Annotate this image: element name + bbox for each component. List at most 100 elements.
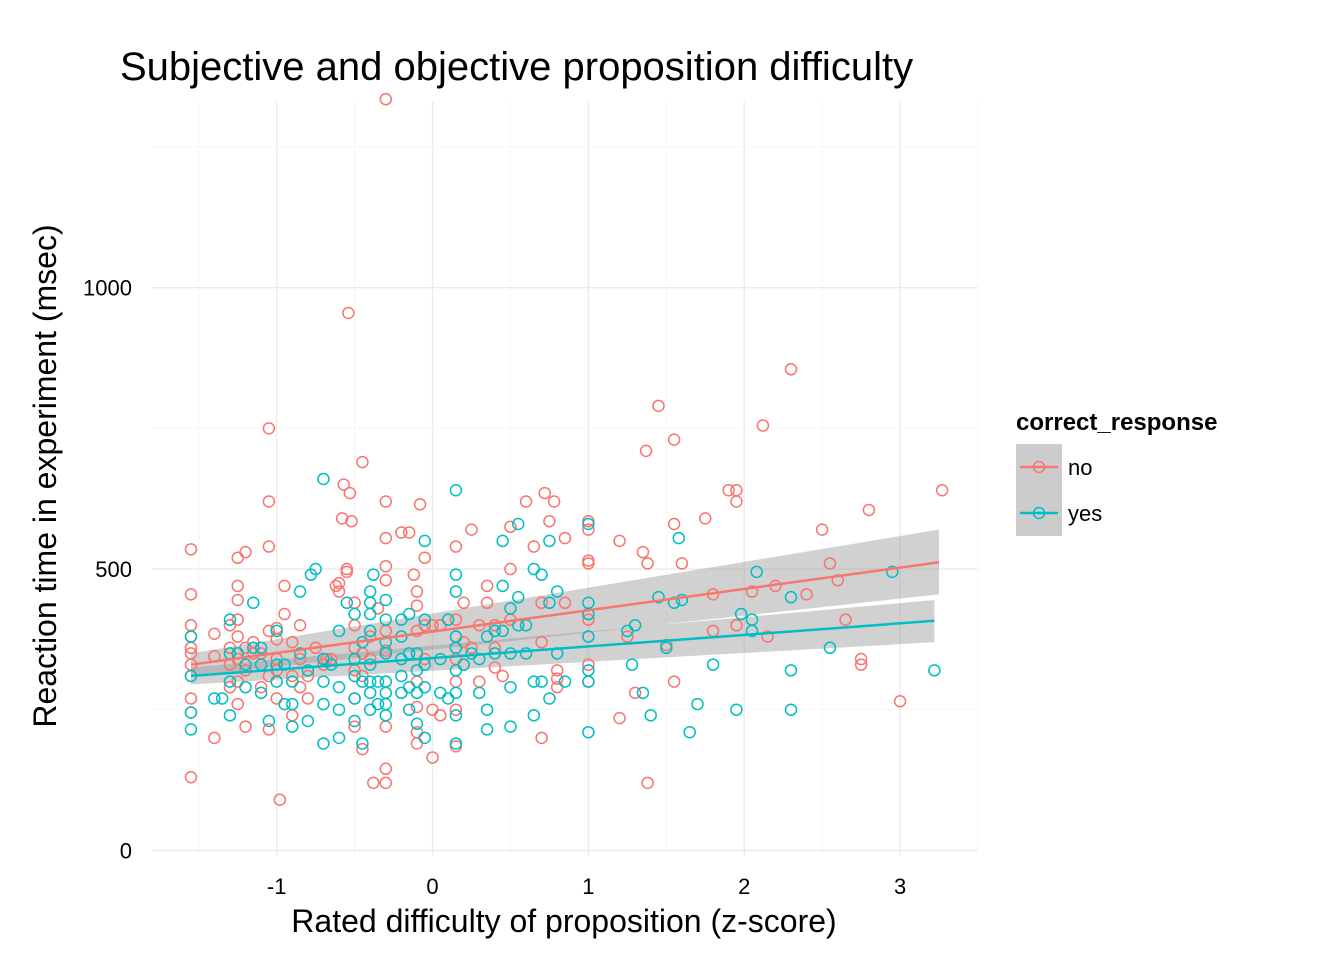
data-point-yes <box>301 664 315 677</box>
data-point-yes <box>286 697 299 711</box>
data-point-yes <box>208 692 221 705</box>
data-point-no <box>379 531 393 545</box>
data-point-yes <box>367 568 380 581</box>
data-point-yes <box>402 607 416 621</box>
data-point-yes <box>418 613 431 626</box>
data-point-no <box>465 641 478 655</box>
data-point-no <box>208 731 221 745</box>
data-point-no <box>270 633 283 646</box>
fit-line-yes <box>190 619 935 678</box>
data-point-no <box>278 579 291 593</box>
data-point-yes <box>223 613 237 626</box>
data-point-no <box>613 534 626 548</box>
data-point-no <box>410 599 424 612</box>
data-point-yes <box>402 680 416 694</box>
data-point-yes <box>317 675 330 688</box>
data-point-yes <box>402 703 416 716</box>
data-point-yes <box>473 686 486 700</box>
data-point-yes <box>582 675 595 688</box>
data-point-no <box>293 652 307 666</box>
data-point-no <box>535 635 548 649</box>
data-point-no <box>457 596 470 610</box>
data-point-no <box>293 680 307 694</box>
legend-marker-yes <box>1032 506 1046 520</box>
data-point-yes <box>223 709 237 722</box>
data-point-yes <box>652 590 665 604</box>
data-point-yes <box>449 568 463 581</box>
confidence-bands <box>190 529 940 685</box>
data-point-no <box>184 692 198 705</box>
data-point-yes <box>278 697 291 711</box>
data-point-no <box>465 523 478 536</box>
data-point-yes <box>395 686 408 700</box>
data-point-no <box>641 557 654 570</box>
data-point-no <box>293 619 307 632</box>
data-point-yes <box>371 675 385 688</box>
data-point-no <box>519 495 533 508</box>
data-point-no <box>379 92 393 106</box>
data-point-no <box>262 540 276 553</box>
data-point-yes <box>332 680 346 694</box>
data-point-yes <box>379 593 393 607</box>
gridlines <box>152 102 979 856</box>
data-point-yes <box>550 585 564 598</box>
data-point-no <box>543 514 556 528</box>
data-point-yes <box>730 703 743 716</box>
data-point-yes <box>449 585 463 598</box>
data-point-no <box>262 723 276 736</box>
data-point-no <box>418 619 431 632</box>
data-point-no <box>761 630 774 643</box>
data-point-no <box>342 306 355 320</box>
data-point-no <box>418 551 431 565</box>
data-point-yes <box>239 658 252 671</box>
data-point-no <box>410 737 424 750</box>
data-point-no <box>815 523 829 536</box>
data-point-no <box>262 624 276 638</box>
data-point-no <box>407 568 421 581</box>
data-point-yes <box>745 624 759 638</box>
data-point-yes <box>363 585 377 598</box>
data-point-yes <box>535 675 548 688</box>
y-axis-ticks: 0 500 1000 <box>83 276 132 864</box>
data-point-yes <box>784 590 798 604</box>
data-point-no <box>356 455 369 469</box>
data-point-yes <box>184 723 198 736</box>
data-point-yes <box>348 692 361 705</box>
data-point-yes <box>301 714 315 728</box>
data-point-no <box>641 776 654 790</box>
data-point-yes <box>784 703 798 716</box>
data-point-yes <box>332 731 346 745</box>
data-point-yes <box>644 709 657 722</box>
data-point-yes <box>504 602 517 615</box>
x-axis-ticks: -1 0 1 2 3 <box>267 874 906 899</box>
data-point-no <box>582 613 595 626</box>
data-point-yes <box>356 675 369 688</box>
data-point-no <box>839 613 852 626</box>
data-point-no <box>332 585 346 598</box>
data-point-yes <box>519 647 533 660</box>
data-point-no <box>582 658 595 671</box>
data-point-no <box>652 399 665 413</box>
data-point-no <box>823 557 837 570</box>
x-tick-label: 2 <box>738 874 750 899</box>
data-point-yes <box>379 697 393 711</box>
data-point-no <box>558 596 572 610</box>
data-point-yes <box>535 568 548 581</box>
data-point-no <box>550 664 564 677</box>
data-point-yes <box>543 692 556 705</box>
data-point-yes <box>488 624 502 638</box>
data-point-yes <box>675 593 689 607</box>
data-point-no <box>504 562 517 576</box>
data-point-yes <box>184 630 198 643</box>
data-point-yes <box>660 641 673 655</box>
data-point-no <box>184 588 198 601</box>
data-point-no <box>402 526 416 539</box>
data-point-yes <box>215 692 229 705</box>
data-point-no <box>184 770 198 784</box>
data-point-yes <box>582 517 595 531</box>
data-point-no <box>935 484 949 497</box>
data-point-no <box>854 652 868 666</box>
data-point-no <box>504 520 517 534</box>
data-point-yes <box>418 534 431 548</box>
data-point-yes <box>734 607 748 621</box>
